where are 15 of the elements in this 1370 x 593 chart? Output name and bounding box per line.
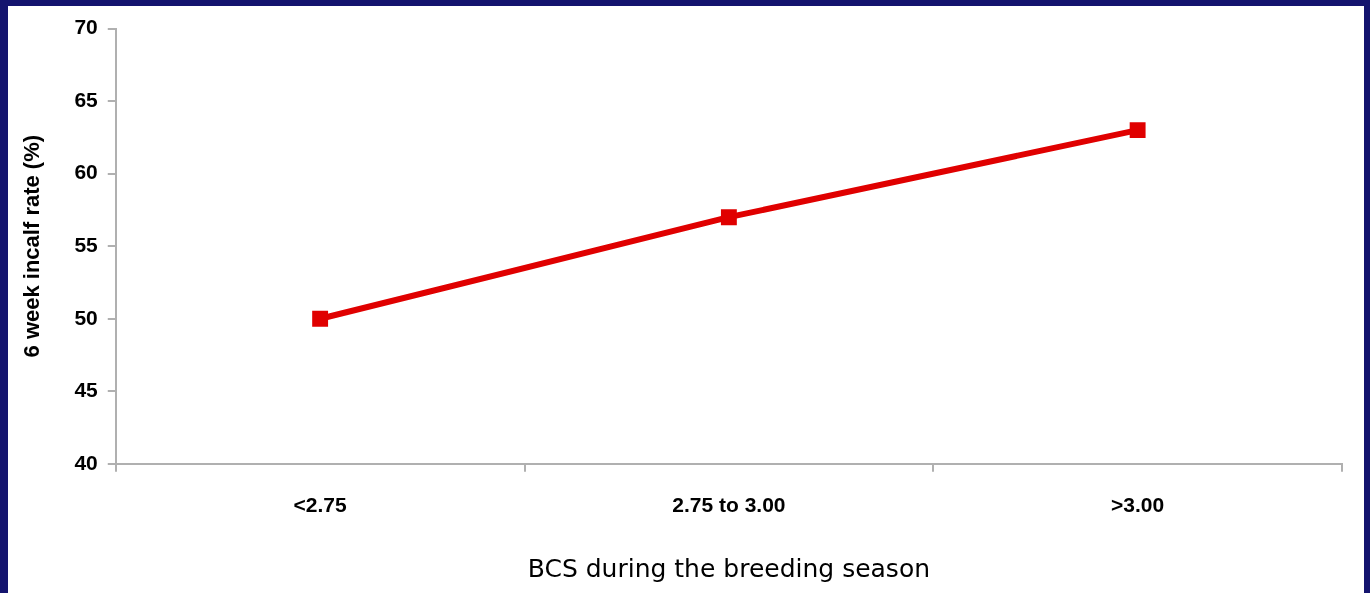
point	[720, 209, 737, 226]
x-axis-title: BCS during the breeding season	[527, 553, 931, 583]
y-tick-label: 60	[74, 160, 98, 184]
y-axis-title: 6 week incalf rate (%)	[19, 134, 45, 358]
y-tick-label: 70	[74, 15, 98, 39]
x-tick-label: >3.00	[1111, 493, 1165, 517]
y-tick-label: 55	[74, 233, 99, 256]
y-tick-label: 40	[74, 450, 98, 474]
y-tick-label: 65	[74, 87, 99, 111]
x-tick-label: <2.75	[293, 493, 348, 517]
point	[1129, 122, 1146, 139]
y-tick-label: 45	[74, 378, 99, 402]
point	[312, 310, 329, 327]
y-tick-label: 50	[74, 305, 98, 329]
x-tick-label: 2.75 to 3.00	[672, 493, 786, 517]
